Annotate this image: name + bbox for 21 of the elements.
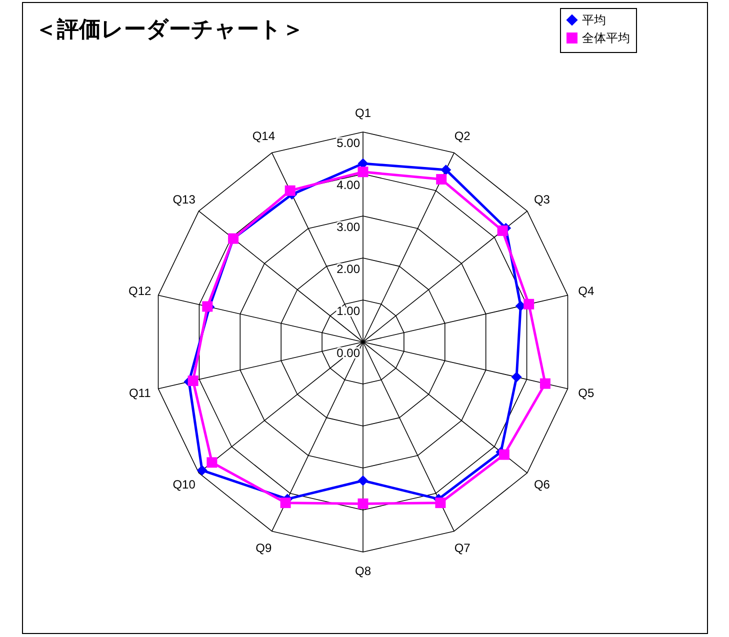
y-tick-label: 2.00 bbox=[336, 262, 360, 276]
spoke-label: Q13 bbox=[172, 192, 196, 206]
y-tick-label: 3.00 bbox=[336, 220, 360, 234]
spoke-label: Q14 bbox=[252, 128, 276, 143]
spoke-label: Q12 bbox=[128, 284, 152, 298]
y-tick-label: 5.00 bbox=[336, 136, 360, 150]
spoke-label: Q10 bbox=[172, 478, 196, 492]
legend-label: 平均 bbox=[582, 13, 606, 27]
spoke-label: Q9 bbox=[256, 541, 272, 556]
spoke-label: Q5 bbox=[578, 386, 594, 400]
chart-title: ＜評価レーダーチャート＞ bbox=[35, 16, 304, 42]
spoke-label: Q7 bbox=[454, 541, 471, 556]
spoke-label: Q3 bbox=[534, 192, 550, 206]
spoke-label: Q11 bbox=[128, 386, 152, 400]
spoke-label: Q6 bbox=[534, 478, 550, 492]
spoke-label: Q8 bbox=[354, 564, 372, 578]
spoke-label: Q2 bbox=[454, 128, 471, 143]
spoke-label: Q1 bbox=[354, 106, 372, 120]
legend-label: 全体平均 bbox=[582, 31, 630, 45]
y-tick-label: 4.00 bbox=[336, 178, 360, 192]
spoke-label: Q4 bbox=[578, 284, 594, 298]
